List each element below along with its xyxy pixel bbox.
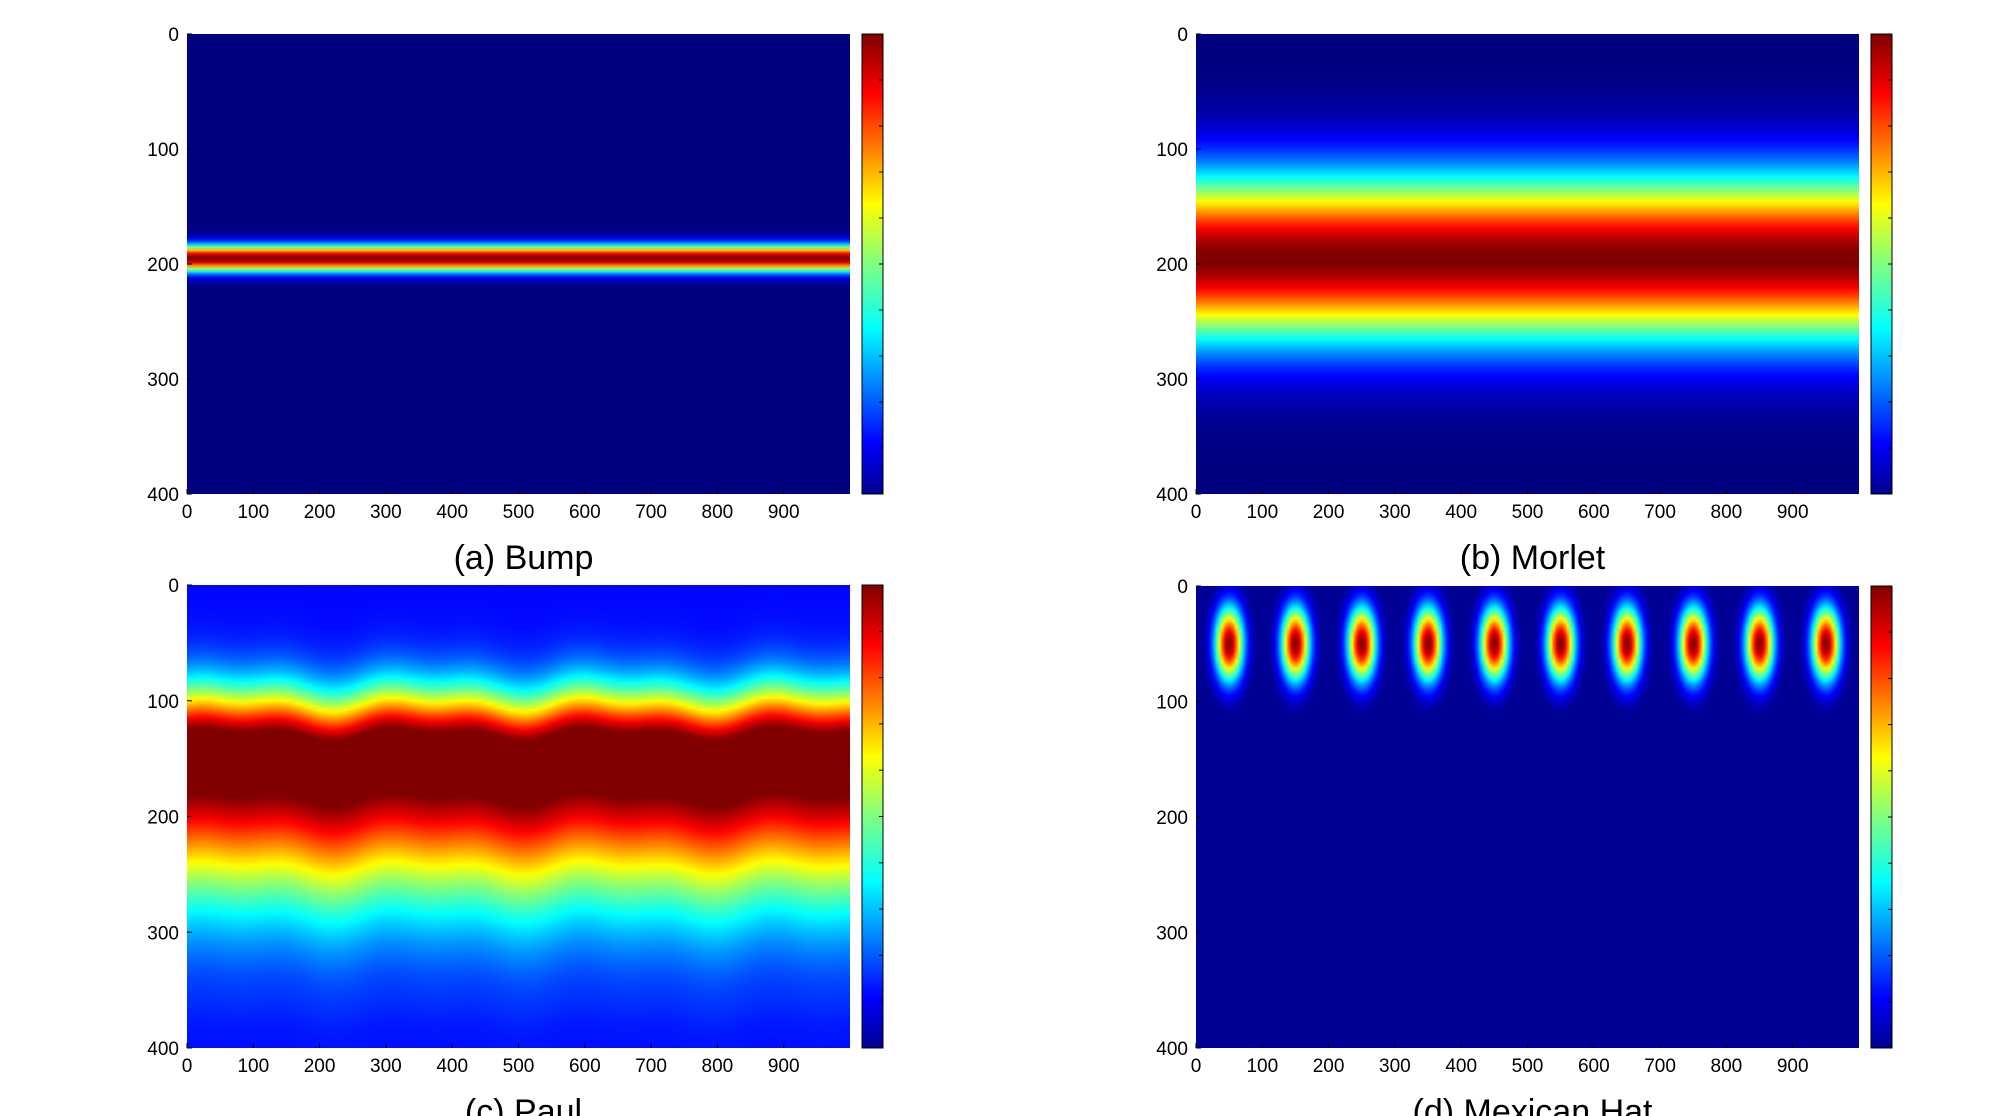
y-tick-label: 300 — [147, 370, 179, 391]
x-tick-label: 0 — [182, 502, 193, 523]
x-tick-label: 400 — [1445, 1056, 1477, 1077]
x-tick-label: 700 — [1644, 502, 1676, 523]
x-tick-label: 300 — [370, 502, 402, 523]
y-tick-label: 0 — [168, 576, 179, 597]
x-tick-label: 700 — [635, 502, 667, 523]
y-tick-label: 200 — [147, 808, 179, 829]
y-tick-label: 200 — [1156, 255, 1188, 276]
y-tick-label: 100 — [1156, 140, 1188, 161]
x-tick-label: 300 — [370, 1056, 402, 1077]
x-tick-label: 0 — [182, 1056, 193, 1077]
x-tick-label: 700 — [635, 1056, 667, 1077]
y-tick-label: 400 — [1156, 485, 1188, 506]
x-tick-label: 300 — [1379, 502, 1411, 523]
x-tick-label: 900 — [1777, 502, 1809, 523]
y-tick-label: 0 — [1177, 25, 1188, 46]
x-tick-label: 900 — [1777, 1056, 1809, 1077]
x-tick-label: 200 — [1313, 1056, 1345, 1077]
y-tick-label: 400 — [147, 1039, 179, 1060]
y-tick-label: 200 — [1156, 808, 1188, 829]
x-tick-label: 100 — [1246, 1056, 1278, 1077]
y-tick-label: 300 — [1156, 924, 1188, 945]
panel-caption: (a) Bump — [454, 539, 594, 577]
heatmap-image — [187, 585, 850, 1048]
x-tick-label: 0 — [1191, 502, 1202, 523]
x-tick-label: 200 — [304, 502, 336, 523]
x-tick-label: 500 — [1512, 502, 1544, 523]
x-tick-label: 600 — [1578, 1056, 1610, 1077]
y-tick-label: 300 — [147, 923, 179, 944]
y-tick-label: 300 — [1156, 370, 1188, 391]
x-tick-label: 300 — [1379, 1056, 1411, 1077]
x-tick-label: 600 — [569, 1056, 601, 1077]
x-tick-label: 200 — [304, 1056, 336, 1077]
x-tick-label: 800 — [1711, 1056, 1743, 1077]
y-tick-label: 400 — [147, 485, 179, 506]
x-tick-label: 800 — [702, 502, 734, 523]
y-tick-label: 100 — [147, 140, 179, 161]
y-tick-label: 400 — [1156, 1039, 1188, 1060]
x-tick-label: 700 — [1644, 1056, 1676, 1077]
y-tick-label: 200 — [147, 255, 179, 276]
x-tick-label: 100 — [237, 502, 269, 523]
y-tick-label: 0 — [168, 25, 179, 46]
panel-caption: (c) Paul — [465, 1093, 582, 1116]
heatmap-image — [187, 34, 850, 494]
panel-caption: (b) Morlet — [1460, 539, 1606, 577]
x-tick-label: 0 — [1191, 1056, 1202, 1077]
x-tick-label: 400 — [1445, 502, 1477, 523]
panel-caption: (d) Mexican Hat — [1413, 1093, 1654, 1116]
x-tick-label: 600 — [569, 502, 601, 523]
x-tick-label: 800 — [702, 1056, 734, 1077]
y-tick-label: 100 — [1156, 693, 1188, 714]
x-tick-label: 500 — [503, 1056, 535, 1077]
x-tick-label: 400 — [436, 502, 468, 523]
x-tick-label: 400 — [436, 1056, 468, 1077]
heatmap-image — [1196, 34, 1859, 494]
x-tick-label: 500 — [503, 502, 535, 523]
heatmap-image — [1196, 586, 1859, 1048]
x-tick-label: 900 — [768, 1056, 800, 1077]
x-tick-label: 800 — [1711, 502, 1743, 523]
x-tick-label: 100 — [1246, 502, 1278, 523]
y-tick-label: 100 — [147, 692, 179, 713]
x-tick-label: 500 — [1512, 1056, 1544, 1077]
y-tick-label: 0 — [1177, 577, 1188, 598]
x-tick-label: 900 — [768, 502, 800, 523]
x-tick-label: 200 — [1313, 502, 1345, 523]
x-tick-label: 600 — [1578, 502, 1610, 523]
x-tick-label: 100 — [237, 1056, 269, 1077]
